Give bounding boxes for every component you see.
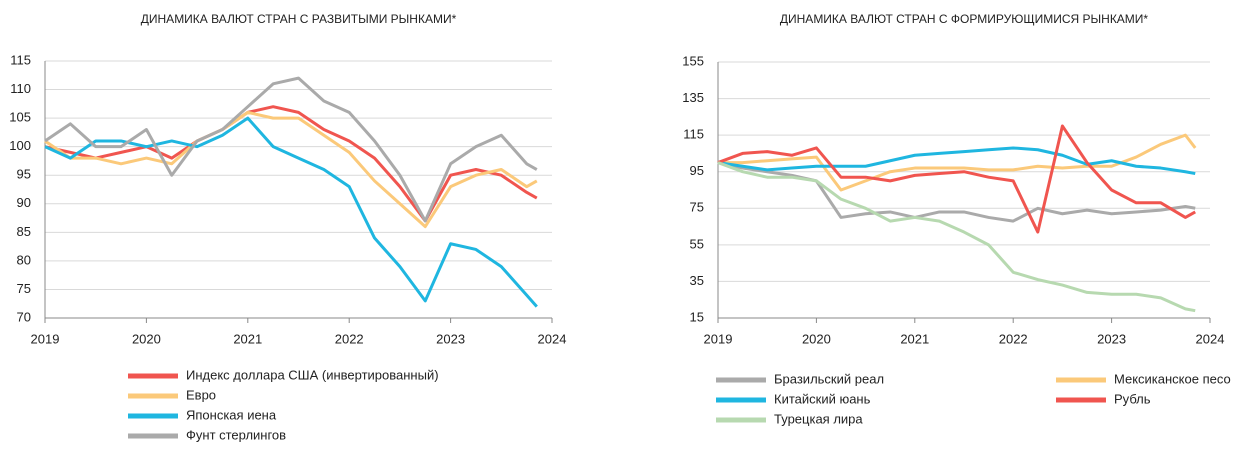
legend-label: Бразильский реал <box>774 371 884 386</box>
y-tick-label: 100 <box>9 138 31 153</box>
legend-label: Китайский юань <box>774 391 871 406</box>
series-line <box>44 116 538 308</box>
y-tick-label: 115 <box>10 52 31 67</box>
x-tick-label: 2021 <box>900 331 929 346</box>
x-tick-label: 2019 <box>31 331 60 346</box>
series-line <box>717 146 1196 176</box>
y-tick-label: 90 <box>17 195 31 210</box>
y-tick-label: 35 <box>690 273 704 288</box>
x-tick-label: 2021 <box>233 331 262 346</box>
legend-label: Евро <box>186 387 216 402</box>
x-tick-label: 2024 <box>538 331 567 346</box>
series-line <box>44 110 538 229</box>
y-tick-label: 110 <box>10 81 31 96</box>
y-tick-label: 95 <box>17 167 31 182</box>
legend-label: Индекс доллара США (инвертированный) <box>186 367 439 382</box>
series-line <box>718 133 1197 192</box>
y-tick-label: 15 <box>690 309 704 324</box>
y-tick-label: 85 <box>17 224 31 239</box>
x-tick-label: 2023 <box>436 331 465 346</box>
x-tick-label: 2023 <box>1097 331 1126 346</box>
series-line <box>44 105 538 223</box>
y-tick-label: 105 <box>9 110 31 125</box>
chart-title: ДИНАМИКА ВАЛЮТ СТРАН С РАЗВИТЫМИ РЫНКАМИ… <box>141 12 457 26</box>
y-tick-label: 70 <box>17 309 31 324</box>
y-tick-label: 75 <box>690 200 704 215</box>
x-tick-label: 2019 <box>704 331 733 346</box>
y-tick-label: 135 <box>682 90 704 105</box>
legend-label: Японская иена <box>186 407 277 422</box>
series-line <box>717 124 1196 234</box>
y-tick-label: 155 <box>682 53 704 68</box>
x-tick-label: 2020 <box>802 331 831 346</box>
x-tick-label: 2024 <box>1196 331 1225 346</box>
series-line <box>44 76 538 223</box>
y-tick-label: 95 <box>690 163 704 178</box>
y-tick-label: 115 <box>683 127 704 142</box>
y-tick-label: 55 <box>690 236 704 251</box>
x-tick-label: 2022 <box>999 331 1028 346</box>
legend-label: Фунт стерлингов <box>186 427 286 442</box>
x-tick-label: 2020 <box>132 331 161 346</box>
legend-label: Мексиканское песо <box>1114 371 1231 386</box>
chart-title: ДИНАМИКА ВАЛЮТ СТРАН С ФОРМИРУЮЩИМИСЯ РЫ… <box>780 12 1149 26</box>
legend-label: Рубль <box>1114 391 1151 406</box>
series-line <box>717 161 1196 313</box>
legend-label: Турецкая лира <box>774 411 863 426</box>
y-tick-label: 75 <box>17 281 31 296</box>
y-tick-label: 80 <box>17 252 31 267</box>
x-tick-label: 2022 <box>335 331 364 346</box>
